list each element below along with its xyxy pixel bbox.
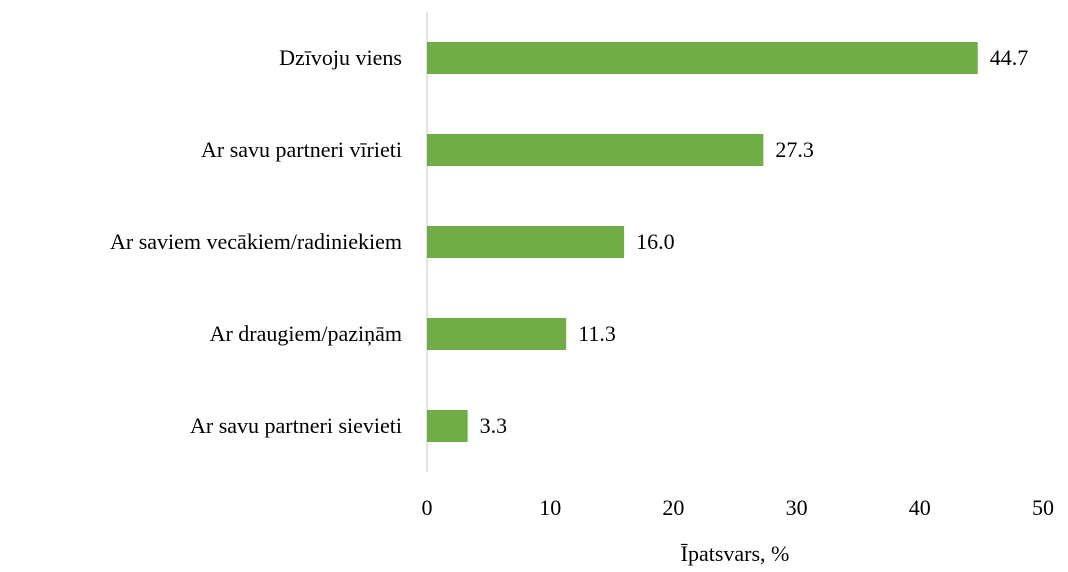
x-tick-label: 40 [909, 495, 931, 520]
y-tick-label: Ar savu partneri sievieti [190, 413, 402, 438]
value-label: 44.7 [990, 45, 1029, 70]
x-tick-label: 10 [539, 495, 561, 520]
x-tick-label: 20 [662, 495, 684, 520]
x-tick-label: 50 [1032, 495, 1054, 520]
value-label: 11.3 [578, 321, 616, 346]
y-tick-label: Ar draugiem/paziņām [210, 321, 402, 346]
value-label: 16.0 [636, 229, 675, 254]
bar [427, 318, 567, 350]
value-label: 3.3 [480, 413, 508, 438]
x-axis-label: Īpatsvars, % [681, 541, 790, 566]
y-tick-label: Ar savu partneri vīrieti [201, 137, 402, 162]
value-label: 27.3 [775, 137, 814, 162]
bar [427, 42, 978, 74]
bar [427, 134, 764, 166]
bar [427, 410, 468, 442]
y-tick-label: Dzīvoju viens [279, 45, 402, 70]
y-tick-label: Ar saviem vecākiem/radiniekiem [110, 229, 402, 254]
bar [427, 226, 625, 258]
x-tick-label: 0 [422, 495, 433, 520]
x-tick-label: 30 [786, 495, 808, 520]
